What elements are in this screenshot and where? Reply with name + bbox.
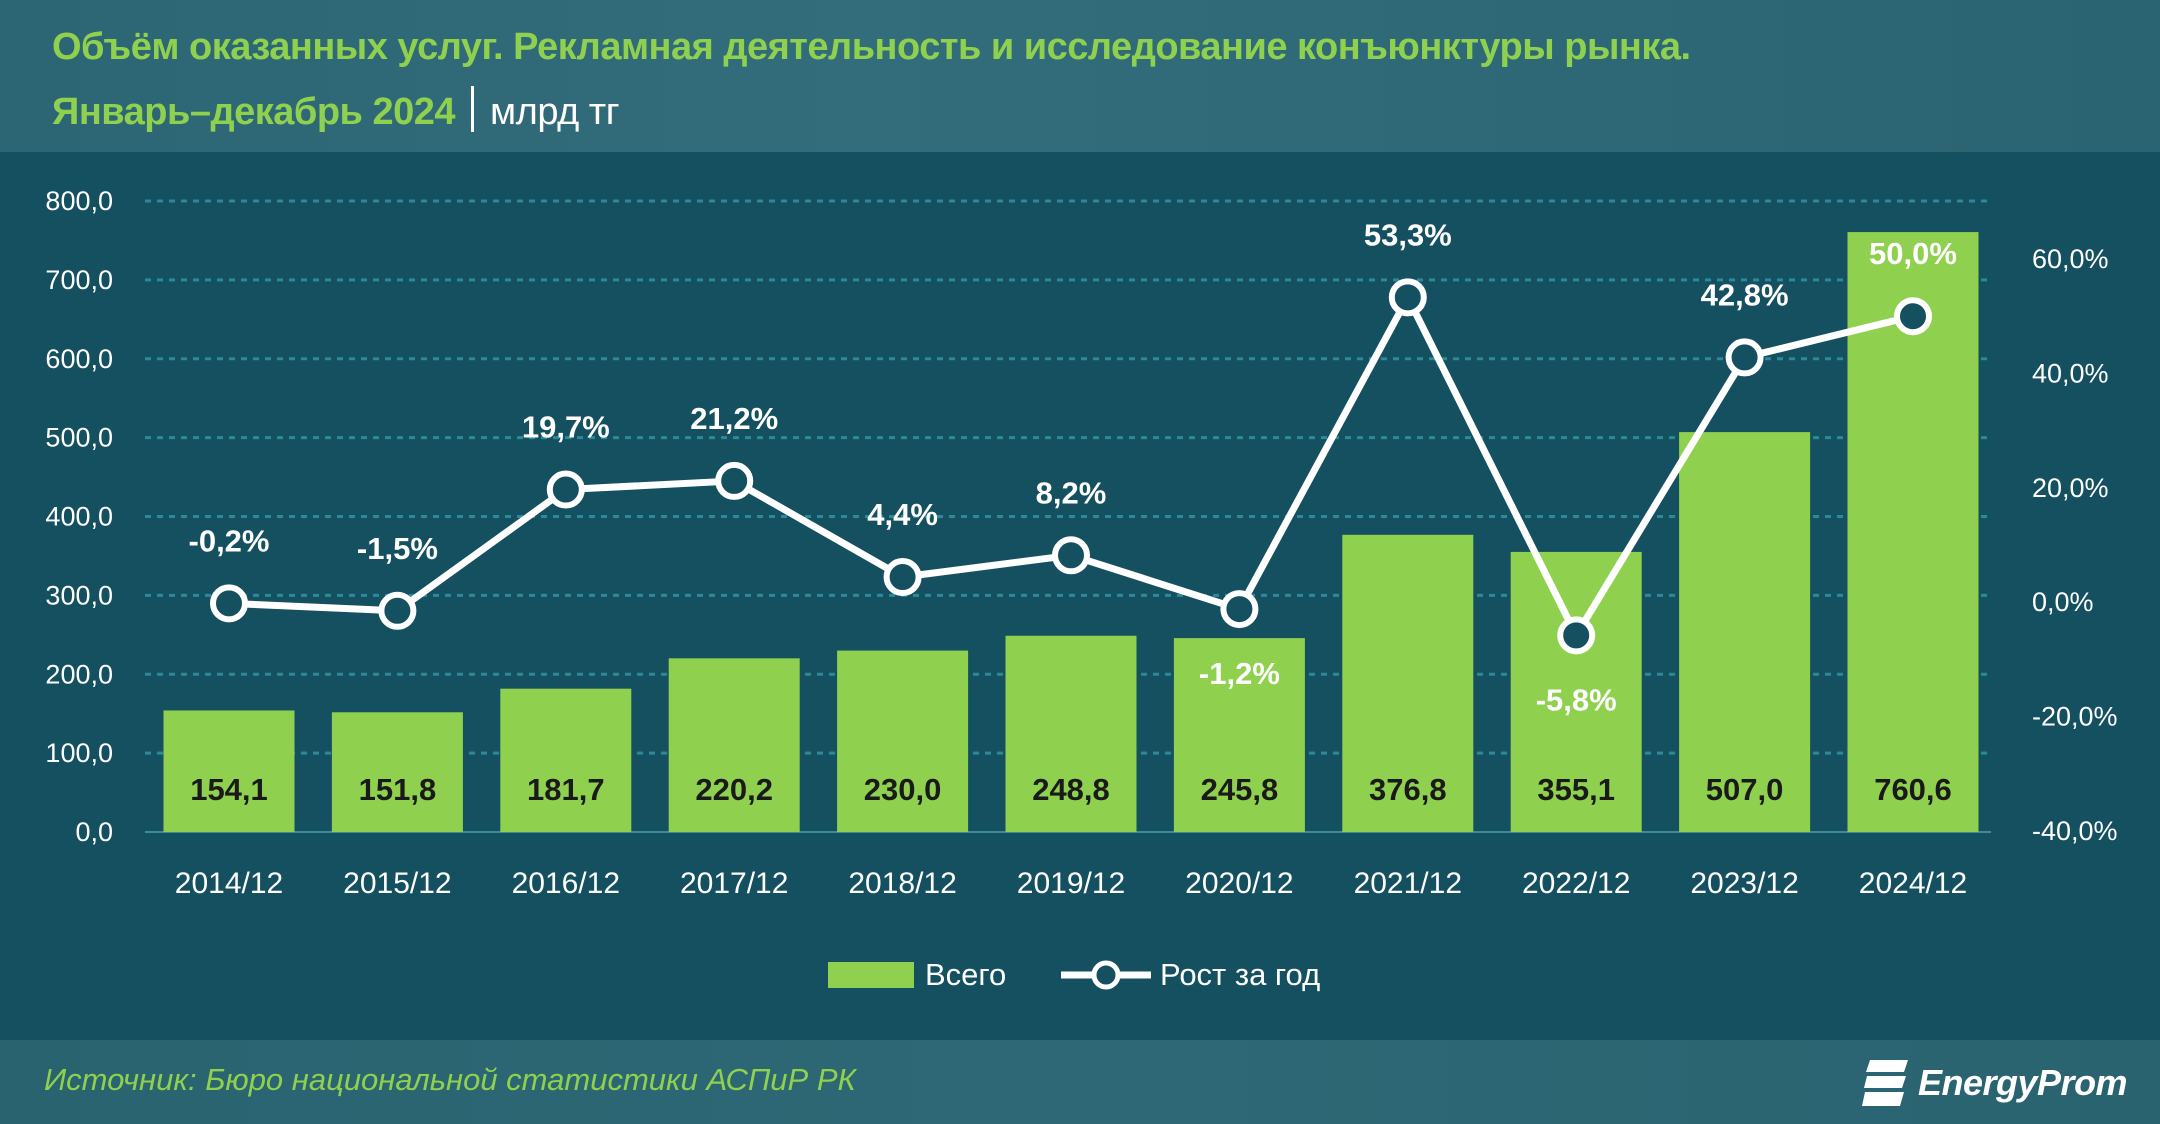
logo-text: EnergyProm <box>1918 1062 2128 1103</box>
bar <box>500 688 632 832</box>
growth-marker <box>883 558 922 597</box>
growth-marker <box>715 461 754 500</box>
growth-value-label: -5,8% <box>1536 682 1617 717</box>
chart-subtitle: Январь–декабрь 2024 млрд тг <box>52 86 620 134</box>
growth-value-label: -1,2% <box>1199 656 1280 691</box>
growth-value-label: 53,3% <box>1364 217 1452 252</box>
x-axis-tick: 2014/12 <box>175 867 283 900</box>
growth-value-label: 50,0% <box>1869 236 1957 271</box>
bar <box>668 658 800 832</box>
right-axis-tick: -40,0% <box>2032 816 2118 846</box>
x-axis-tick: 2024/12 <box>1859 867 1967 900</box>
unit-label: млрд тг <box>490 91 620 133</box>
left-axis-tick: 700,0 <box>45 265 113 295</box>
growth-marker <box>1557 616 1596 655</box>
legend-bar-swatch <box>828 962 914 988</box>
x-axis-tick: 2022/12 <box>1522 867 1630 900</box>
bar-value-label: 245,8 <box>1201 772 1279 807</box>
chart-title: Объём оказанных услуг. Рекламная деятель… <box>52 26 1691 68</box>
bar <box>331 712 463 832</box>
bar-value-label: 181,7 <box>527 772 605 807</box>
bar-value-label: 355,1 <box>1537 772 1615 807</box>
bar <box>1342 534 1474 832</box>
bar-value-label: 230,0 <box>864 772 942 807</box>
bar-value-label: 151,8 <box>359 772 437 807</box>
x-axis-tick: 2015/12 <box>343 867 451 900</box>
left-axis-tick: 400,0 <box>45 502 113 532</box>
separator <box>471 86 475 132</box>
bar-value-label: 376,8 <box>1369 772 1447 807</box>
x-axis-tick: 2019/12 <box>1017 867 1125 900</box>
growth-value-label: 42,8% <box>1701 277 1789 312</box>
growth-marker <box>1894 297 1932 336</box>
bar <box>1005 635 1137 832</box>
growth-value-label: 4,4% <box>867 497 938 532</box>
right-axis-tick: 0,0% <box>2032 587 2094 617</box>
growth-marker <box>1388 278 1427 317</box>
logo: EnergyProm <box>1862 1056 2128 1110</box>
energyprom-logo-icon <box>1862 1060 1908 1106</box>
chart: 0,0 100,0 200,0 300,0 400,0 500,0 600,0 700,0 80… <box>45 186 2118 992</box>
footer: Источник: Бюро национальной статистики А… <box>0 1040 2160 1124</box>
period-label: Январь–декабрь 2024 <box>52 91 456 133</box>
left-axis-tick: 300,0 <box>45 580 113 610</box>
x-axis-tick: 2020/12 <box>1185 867 1293 900</box>
bar <box>1173 638 1305 832</box>
left-axis-tick: 600,0 <box>45 344 113 374</box>
growth-marker <box>378 591 417 630</box>
growth-marker <box>546 470 585 509</box>
right-axis-tick: 60,0% <box>2032 244 2109 274</box>
x-axis-tick: 2018/12 <box>848 867 956 900</box>
x-axis-tick: 2023/12 <box>1690 867 1798 900</box>
growth-marker <box>210 584 248 623</box>
growth-marker <box>1220 590 1259 629</box>
right-axis-tick: 20,0% <box>2032 473 2109 503</box>
bar-value-label: 220,2 <box>695 772 773 807</box>
x-axis-tick: 2017/12 <box>680 867 788 900</box>
left-axis-tick: 800,0 <box>45 186 113 216</box>
bar <box>1510 551 1642 832</box>
growth-value-label: 8,2% <box>1036 475 1107 510</box>
growth-value-label: 21,2% <box>690 401 778 436</box>
bar-value-label: 507,0 <box>1706 772 1784 807</box>
growth-value-label: -1,5% <box>357 531 438 566</box>
left-axis-tick: 0,0 <box>75 817 113 847</box>
x-axis-tick: 2016/12 <box>512 867 620 900</box>
right-axis-tick: 40,0% <box>2032 358 2109 388</box>
right-axis-tick: -20,0% <box>2032 702 2118 732</box>
legend-line-marker <box>1091 960 1121 990</box>
legend-label-total: Всего <box>925 957 1006 992</box>
left-axis-tick: 500,0 <box>45 423 113 453</box>
bar-value-label: 154,1 <box>190 772 268 807</box>
header: Объём оказанных услуг. Рекламная деятель… <box>0 0 2160 152</box>
bar-value-label: 248,8 <box>1032 772 1110 807</box>
legend-label-growth: Рост за год <box>1160 957 1320 992</box>
growth-line <box>228 293 1914 639</box>
left-axis-tick: 100,0 <box>45 738 113 768</box>
growth-value-label: 19,7% <box>522 410 610 445</box>
growth-marker <box>1052 536 1090 575</box>
bar <box>1679 432 1811 832</box>
left-axis-tick: 200,0 <box>45 659 113 689</box>
bar <box>837 650 969 832</box>
source-text: Источник: Бюро национальной статистики А… <box>44 1062 856 1097</box>
x-axis-tick: 2021/12 <box>1354 867 1462 900</box>
growth-marker <box>1725 338 1764 377</box>
bar-value-label: 760,6 <box>1874 772 1952 807</box>
bar <box>163 710 295 832</box>
growth-value-label: -0,2% <box>189 523 270 558</box>
